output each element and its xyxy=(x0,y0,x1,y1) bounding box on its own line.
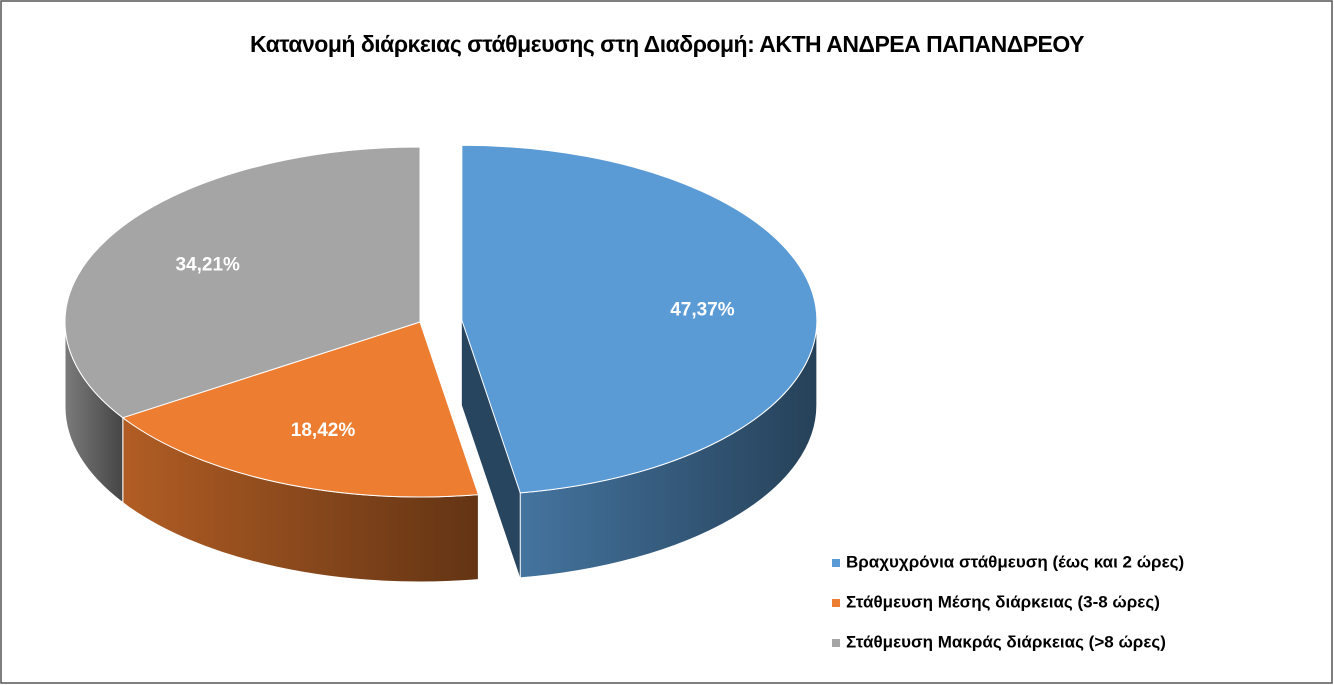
legend-label: Στάθμευση Μακράς διάρκειας (>8 ώρες) xyxy=(846,632,1166,651)
legend: Βραχυχρόνια στάθμευση (έως και 2 ώρες) Στ… xyxy=(832,552,1184,651)
legend-swatch xyxy=(832,559,840,567)
slice-cut-side xyxy=(461,320,521,578)
legend-label: Βραχυχρόνια στάθμευση (έως και 2 ώρες) xyxy=(846,552,1184,571)
pie-tops xyxy=(64,144,818,498)
data-label: 47,37% xyxy=(670,299,735,320)
legend-swatch xyxy=(832,599,840,607)
slice xyxy=(121,321,480,498)
data-label: 18,42% xyxy=(291,420,356,441)
chart-title: Κατανομή διάρκειας στάθμευσης στη Διαδρο… xyxy=(250,31,1084,57)
slice xyxy=(64,146,421,419)
legend-swatch xyxy=(832,639,840,647)
labels: 47,37% 18,42% 34,21% xyxy=(175,254,734,441)
data-label: 34,21% xyxy=(175,254,240,275)
legend-label: Στάθμευση Μέσης διάρκειας (3-8 ώρες) xyxy=(846,592,1160,611)
slice xyxy=(461,144,818,494)
